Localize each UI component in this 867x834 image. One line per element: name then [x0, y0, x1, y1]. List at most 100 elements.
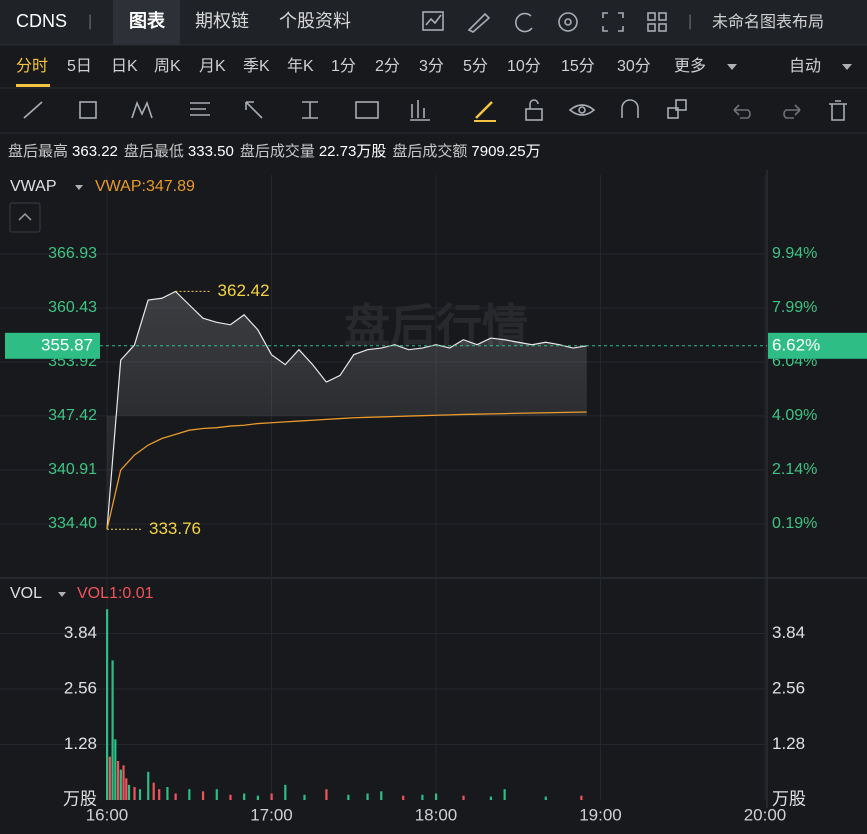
y-tick-label: 2.56	[64, 678, 97, 697]
scale-mode[interactable]: 自动	[789, 57, 821, 75]
volume-bar	[108, 756, 111, 800]
volume-bar	[380, 791, 383, 800]
period-bar: 分时 5日 日K 周K 月K 季K 年K 1分 2分 3分 5分 10分 15分 30分 更多	[16, 57, 706, 87]
period[interactable]: 季K	[243, 57, 270, 75]
y-tick-label: 3.84	[64, 623, 97, 642]
vwap-line	[106, 411, 587, 530]
y-tick-label-right: 万股	[772, 789, 806, 808]
period[interactable]: 2分	[375, 57, 400, 75]
period[interactable]: 3分	[419, 57, 444, 75]
y-tick-label: 334.40	[48, 515, 97, 532]
volume-bar	[133, 786, 136, 800]
period[interactable]: 15分	[561, 57, 595, 75]
volume-bar	[188, 789, 191, 800]
indicator-value: VWAP:347.89	[95, 178, 195, 195]
volume-bar	[147, 771, 150, 800]
collapse-button[interactable]	[9, 202, 41, 233]
volume-bar	[256, 795, 259, 800]
x-tick-label: 17:00	[250, 805, 293, 824]
period[interactable]: 更多	[674, 57, 706, 75]
x-tick-label: 19:00	[579, 805, 622, 824]
icon-refresh[interactable]	[515, 12, 533, 33]
period[interactable]: 5分	[463, 57, 488, 75]
tool-undo[interactable]	[733, 104, 751, 119]
tool-magnet[interactable]	[621, 99, 639, 118]
volume-bar	[489, 796, 493, 800]
period[interactable]: 周K	[154, 58, 181, 75]
stat-value: 363.22	[72, 143, 118, 160]
volume-bar	[158, 789, 161, 800]
tool-measure[interactable]	[302, 101, 318, 119]
volume-bar	[138, 789, 142, 800]
tool-line[interactable]	[23, 101, 43, 119]
price-line	[106, 290, 587, 530]
chart-area: 盘后行情334.40340.91347.42353.92360.43366.93…	[0, 170, 867, 824]
y-tick-label: 360.43	[48, 299, 97, 316]
volume-bar	[303, 794, 306, 800]
volume-bar	[116, 760, 120, 800]
period-underline	[16, 84, 50, 87]
volume-bar	[435, 793, 438, 800]
tab[interactable]: 图表	[129, 10, 166, 31]
y-tick-label: 万股	[63, 789, 97, 808]
period[interactable]: 年K	[287, 57, 314, 75]
volume-bar	[325, 789, 328, 800]
volume-bar	[152, 782, 155, 800]
tool-arrow[interactable]	[245, 101, 263, 119]
period[interactable]: 分时	[16, 57, 48, 75]
tool-lock[interactable]	[525, 99, 543, 121]
volume-bar	[229, 794, 232, 800]
y2-tick-label: 4.09%	[772, 407, 817, 424]
volume-bar	[111, 660, 114, 800]
tool-brush[interactable]	[474, 101, 496, 122]
x-tick-label: 20:00	[744, 805, 787, 824]
period[interactable]: 1分	[331, 57, 356, 75]
tool-volume[interactable]	[410, 100, 430, 121]
layout-name[interactable]: 未命名图表布局	[712, 13, 824, 31]
volume-bar	[215, 789, 218, 800]
y2-tick-label: 9.94%	[772, 245, 817, 262]
volume-bar	[122, 765, 125, 800]
volume-bar	[127, 784, 131, 800]
tool-layers[interactable]	[667, 99, 687, 119]
tool-fib[interactable]	[190, 102, 210, 116]
volume-bar	[119, 769, 122, 800]
current-pct: 6.62%	[772, 335, 820, 354]
dropdown-arrow	[727, 64, 737, 70]
stat-label: 盘后成交额	[392, 142, 467, 160]
separator: |	[88, 13, 92, 30]
dropdown-arrow	[842, 64, 852, 70]
collapse-icon	[18, 212, 32, 221]
icon-fullscreen[interactable]	[602, 12, 624, 32]
period[interactable]: 月K	[199, 58, 226, 75]
volume-bar	[125, 778, 128, 800]
stat-label: 盘后最低	[124, 142, 184, 160]
tool-delete[interactable]	[829, 100, 847, 121]
tab-selected-bg	[113, 0, 180, 45]
y2-tick-label: 2.14%	[772, 461, 817, 478]
icon-draw[interactable]	[467, 12, 491, 33]
period[interactable]: 10分	[507, 57, 541, 75]
period[interactable]: 日K	[111, 58, 138, 75]
icon-settings[interactable]	[558, 12, 578, 32]
tab[interactable]: 期权链	[195, 11, 249, 31]
y-tick-label-right: 2.56	[772, 678, 805, 697]
annotation: 362.42	[218, 281, 270, 300]
symbol: CDNS	[16, 11, 67, 31]
y-tick-label-right: 1.28	[772, 734, 805, 753]
tool-pattern[interactable]	[131, 100, 153, 119]
y2-tick-label: 0.19%	[772, 515, 817, 532]
tool-rect[interactable]	[79, 101, 97, 119]
icon-layout[interactable]	[647, 12, 667, 32]
tool-eye[interactable]	[568, 104, 596, 116]
tool-text[interactable]	[355, 101, 379, 119]
icon-indicator[interactable]	[422, 11, 444, 31]
tab[interactable]: 个股资料	[279, 11, 351, 31]
y-tick-label: 366.93	[48, 245, 97, 262]
period[interactable]: 5日	[67, 58, 92, 75]
period[interactable]: 30分	[617, 57, 651, 75]
current-price: 355.87	[41, 335, 93, 354]
tool-redo[interactable]	[783, 104, 801, 119]
y-tick-label: 347.42	[48, 407, 97, 424]
volume-bar	[366, 793, 369, 800]
